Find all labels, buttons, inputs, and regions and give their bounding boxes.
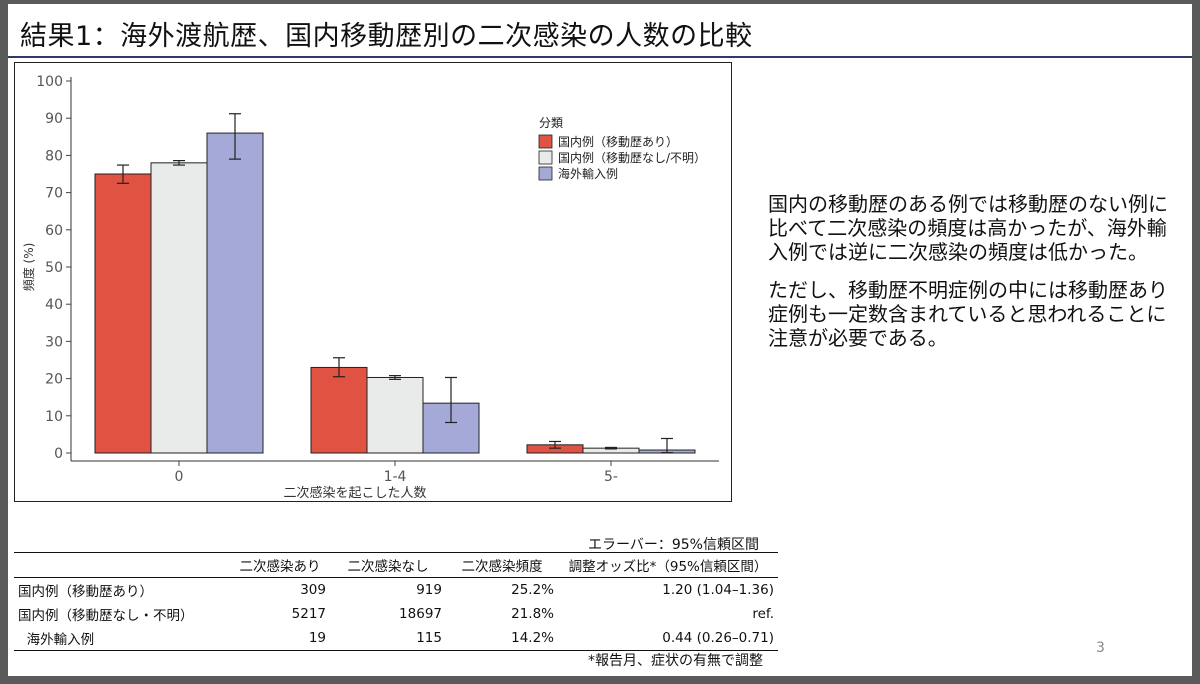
table-cell: 国内例（移動歴あり） bbox=[18, 584, 153, 600]
table-cell: 0.44 (0.26–0.71) bbox=[558, 626, 778, 651]
table-cell: 海外輸入例 bbox=[14, 626, 230, 651]
legend-label: 国内例（移動歴あり） bbox=[558, 135, 678, 149]
legend-swatch bbox=[538, 150, 553, 165]
y-tick-label: 20 bbox=[45, 372, 63, 388]
y-axis-label: 頻度 (%) bbox=[21, 243, 36, 292]
findings-notes: 国内の移動歴のある例では移動歴のない例に比べて二次感染の頻度は高かったが、海外輸… bbox=[768, 192, 1178, 364]
page-number: 3 bbox=[1096, 640, 1105, 656]
y-tick-label: 50 bbox=[45, 260, 63, 276]
table-cell: 14.2% bbox=[446, 626, 558, 651]
table-header-cell: 二次感染なし bbox=[330, 552, 446, 578]
y-tick-label: 0 bbox=[54, 446, 63, 462]
table-header-cell: 二次感染あり bbox=[230, 552, 330, 578]
results-table: 二次感染あり 二次感染なし 二次感染頻度 調整オッズ比*（95%信頼区間） 国内… bbox=[14, 552, 778, 651]
title-divider bbox=[8, 56, 1192, 58]
legend-swatch bbox=[538, 134, 553, 149]
table-cell: 919 bbox=[416, 582, 442, 598]
bar bbox=[366, 376, 424, 454]
slide: 結果1：海外渡航歴、国内移動歴別の二次感染の人数の比較 0 10 20 30 40 50 6… bbox=[8, 4, 1192, 676]
x-axis-label: 二次感染を起こした人数 bbox=[283, 485, 426, 500]
table-row: 海外輸入例 19 115 14.2% 0.44 (0.26–0.71) bbox=[14, 626, 778, 651]
table-cell: 115 bbox=[330, 626, 446, 651]
error-bar-note: エラーバー：95%信頼区間 bbox=[588, 537, 759, 553]
table-cell: 309 bbox=[300, 582, 326, 598]
x-tick-label: 1-4 bbox=[384, 469, 407, 485]
finding-2: ただし、移動歴不明症例の中には移動歴あり症例も一定数含まれていると思われることに… bbox=[768, 278, 1168, 350]
legend-label: 国内例（移動歴なし/不明） bbox=[558, 151, 706, 165]
x-tick-label: 0 bbox=[175, 469, 184, 485]
table-cell: 国内例（移動歴なし・不明） bbox=[18, 608, 194, 624]
y-tick-label: 80 bbox=[45, 148, 63, 164]
bar bbox=[94, 173, 152, 454]
table-cell: ref. bbox=[752, 606, 774, 622]
y-tick-label: 90 bbox=[45, 111, 63, 127]
table-header-cell: 調整オッズ比*（95%信頼区間） bbox=[558, 552, 778, 578]
table-header-row: 二次感染あり 二次感染なし 二次感染頻度 調整オッズ比*（95%信頼区間） bbox=[14, 552, 778, 578]
table-header-cell: 二次感染頻度 bbox=[446, 552, 558, 578]
table-cell: 18697 bbox=[399, 606, 442, 622]
y-tick-label: 30 bbox=[45, 334, 63, 350]
y-tick-label: 10 bbox=[45, 409, 63, 425]
legend-label: 海外輸入例 bbox=[558, 166, 618, 181]
bar-chart: 0 10 20 30 40 50 60 70 80 90 100 0 1-4 5- 二次感染を起こした人数 頻… bbox=[14, 62, 732, 502]
table-cell: 21.8% bbox=[511, 606, 554, 622]
finding-1: 国内の移動歴のある例では移動歴のない例に比べて二次感染の頻度は高かったが、海外輸… bbox=[768, 192, 1168, 264]
bar bbox=[206, 132, 264, 454]
table-row: 国内例（移動歴なし・不明） 5217 18697 21.8% ref. bbox=[14, 602, 778, 626]
table-cell: 1.20 (1.04–1.36) bbox=[662, 582, 774, 598]
y-tick-label: 70 bbox=[45, 186, 63, 202]
y-tick-label: 60 bbox=[45, 223, 63, 239]
slide-title: 結果1：海外渡航歴、国内移動歴別の二次感染の人数の比較 bbox=[20, 21, 753, 52]
bar bbox=[310, 366, 368, 454]
table-cell: 25.2% bbox=[511, 582, 554, 598]
table-footnote: *報告月、症状の有無で調整 bbox=[588, 653, 763, 669]
legend-swatch bbox=[538, 166, 553, 181]
x-tick-label: 5- bbox=[604, 469, 618, 485]
table-cell: 5217 bbox=[291, 606, 326, 622]
legend-title: 分類 bbox=[539, 116, 563, 130]
table-header-cell bbox=[14, 552, 230, 578]
y-tick-label: 40 bbox=[45, 297, 63, 313]
bar bbox=[150, 162, 208, 454]
table-cell: 19 bbox=[230, 626, 330, 651]
bar-chart-svg: 0 10 20 30 40 50 60 70 80 90 100 0 1-4 5- 二次感染を起こした人数 頻… bbox=[21, 74, 719, 500]
y-tick-label: 100 bbox=[36, 74, 63, 90]
table-row: 国内例（移動歴あり） 309 919 25.2% 1.20 (1.04–1.36… bbox=[14, 578, 778, 603]
